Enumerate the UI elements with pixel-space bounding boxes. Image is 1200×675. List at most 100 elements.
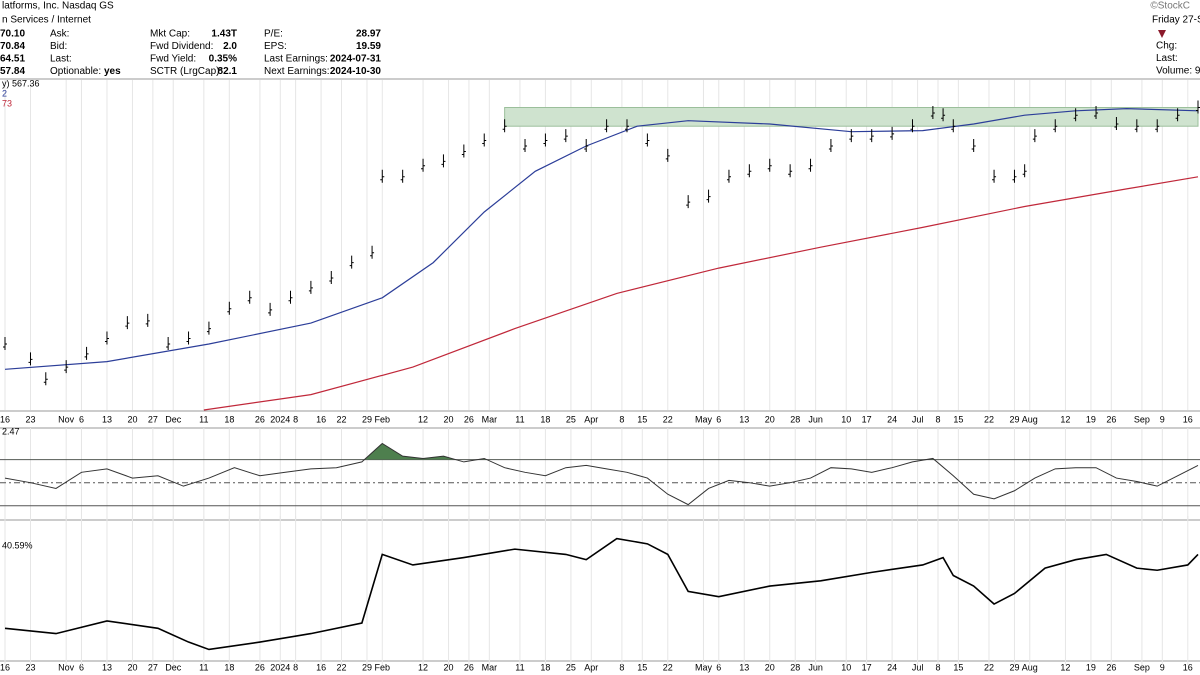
x-tick-label: 11 xyxy=(199,662,208,672)
quote-label: Optionable: xyxy=(50,66,101,77)
price-bar xyxy=(288,290,293,304)
price-bar xyxy=(28,352,33,366)
x-tick-label: 12 xyxy=(1060,662,1070,672)
x-tick-label: 8 xyxy=(935,662,940,672)
x-tick-label: Nov xyxy=(58,662,75,672)
x-tick-label: 18 xyxy=(540,662,550,672)
x-tick-label: Dec xyxy=(165,662,182,672)
price-bar xyxy=(726,169,731,183)
x-tick-label: 6 xyxy=(79,414,84,424)
x-tick-label: Apr xyxy=(584,662,598,672)
quote-label: Last: xyxy=(50,54,72,65)
x-tick-label: 13 xyxy=(739,662,749,672)
x-tick-label: 2024 xyxy=(270,662,290,672)
price-bar xyxy=(941,108,946,122)
price-value: 70.10 xyxy=(0,29,25,40)
stat-value: 2.0 xyxy=(223,41,237,52)
legend-text: 2 xyxy=(2,88,7,98)
x-tick-label: 25 xyxy=(566,662,576,672)
header: latforms, Inc. Nasdaq GS n Services / In… xyxy=(2,1,1200,38)
x-tick-label: 22 xyxy=(663,662,673,672)
x-tick-label: 26 xyxy=(255,662,265,672)
x-tick-label: 12 xyxy=(418,662,428,672)
price-bar xyxy=(706,189,711,203)
price-bar xyxy=(125,316,130,330)
stat-value: 2024-10-30 xyxy=(330,66,382,77)
x-tick-label: 27 xyxy=(148,662,158,672)
price-bar xyxy=(166,337,171,350)
x-tick-label: 8 xyxy=(293,414,298,424)
price-bar xyxy=(604,119,609,133)
price-bar xyxy=(1114,117,1119,130)
x-tick-label: 15 xyxy=(637,662,647,672)
x-tick-label: Feb xyxy=(375,662,391,672)
price-bar xyxy=(441,154,446,168)
panel: 2.47 xyxy=(0,426,1200,520)
x-tick-label: 19 xyxy=(1086,414,1096,424)
x-tick-label: 16 xyxy=(0,662,10,672)
price-bar xyxy=(145,313,150,327)
stat-label: Fwd Dividend: xyxy=(150,41,213,52)
x-tick-label: Nov xyxy=(58,414,75,424)
price-bar xyxy=(1022,164,1027,178)
down-arrow xyxy=(1158,30,1166,38)
x-tick-label: 23 xyxy=(25,414,35,424)
x-tick-label: 2024 xyxy=(270,414,290,424)
price-bar xyxy=(1012,169,1017,183)
x-tick-label: Jun xyxy=(808,662,823,672)
price-bar xyxy=(3,337,7,350)
price-bar xyxy=(206,321,211,335)
x-tick-label: Sep xyxy=(1134,414,1150,424)
price-bar xyxy=(380,169,385,183)
x-tick-label: 8 xyxy=(293,662,298,672)
stat-label: Mkt Cap: xyxy=(150,29,190,40)
legend-text: 40.59% xyxy=(2,540,33,550)
x-tick-label: 15 xyxy=(953,414,963,424)
x-tick-label: 13 xyxy=(739,414,749,424)
quote-label: Bid: xyxy=(50,41,67,52)
price-bar xyxy=(329,271,334,284)
price-bar xyxy=(543,133,548,147)
quote-label: Ask: xyxy=(50,29,69,40)
x-tick-label: 29 xyxy=(1009,662,1019,672)
price-bar xyxy=(64,360,69,374)
price-bar xyxy=(992,169,997,183)
price-bar xyxy=(227,301,232,315)
x-tick-label: 15 xyxy=(953,662,963,672)
optionable: yes xyxy=(104,66,121,77)
stat-label: Last Earnings: xyxy=(264,54,328,65)
indicator-line xyxy=(4,537,1199,651)
price-bar xyxy=(268,302,273,316)
price-bar xyxy=(502,119,507,133)
x-tick-label: 6 xyxy=(79,662,84,672)
x-tick-label: Jun xyxy=(808,414,823,424)
x-tick-label: 8 xyxy=(935,414,940,424)
legend-text: 73 xyxy=(2,98,12,108)
stat-value: 0.35% xyxy=(209,54,237,65)
x-tick-label: May xyxy=(695,662,713,672)
price-bar xyxy=(421,158,426,172)
stat-label: Next Earnings: xyxy=(264,66,330,77)
x-tick-label: 28 xyxy=(790,662,800,672)
x-tick-label: 13 xyxy=(102,662,112,672)
x-tick-label: 8 xyxy=(619,662,624,672)
price-bar xyxy=(767,158,772,172)
x-tick-label: 17 xyxy=(862,414,872,424)
x-tick-label: 29 xyxy=(362,662,372,672)
price-value: 57.84 xyxy=(0,66,25,77)
price-bar xyxy=(869,129,874,143)
x-tick-label: 20 xyxy=(444,414,454,424)
x-tick-label: 12 xyxy=(1060,414,1070,424)
x-tick-label: May xyxy=(695,414,713,424)
price-bar xyxy=(349,255,354,269)
x-tick-label: Feb xyxy=(375,414,391,424)
moving-average xyxy=(203,176,1199,411)
x-tick-label: 28 xyxy=(790,414,800,424)
x-tick-label: 18 xyxy=(224,414,234,424)
brand: ©StockC xyxy=(1150,1,1190,12)
quote-label: Volume: 9, xyxy=(1156,66,1200,77)
price-bar xyxy=(1032,129,1037,143)
quote-label: Last: xyxy=(1156,53,1178,64)
x-tick-label: 17 xyxy=(862,662,872,672)
